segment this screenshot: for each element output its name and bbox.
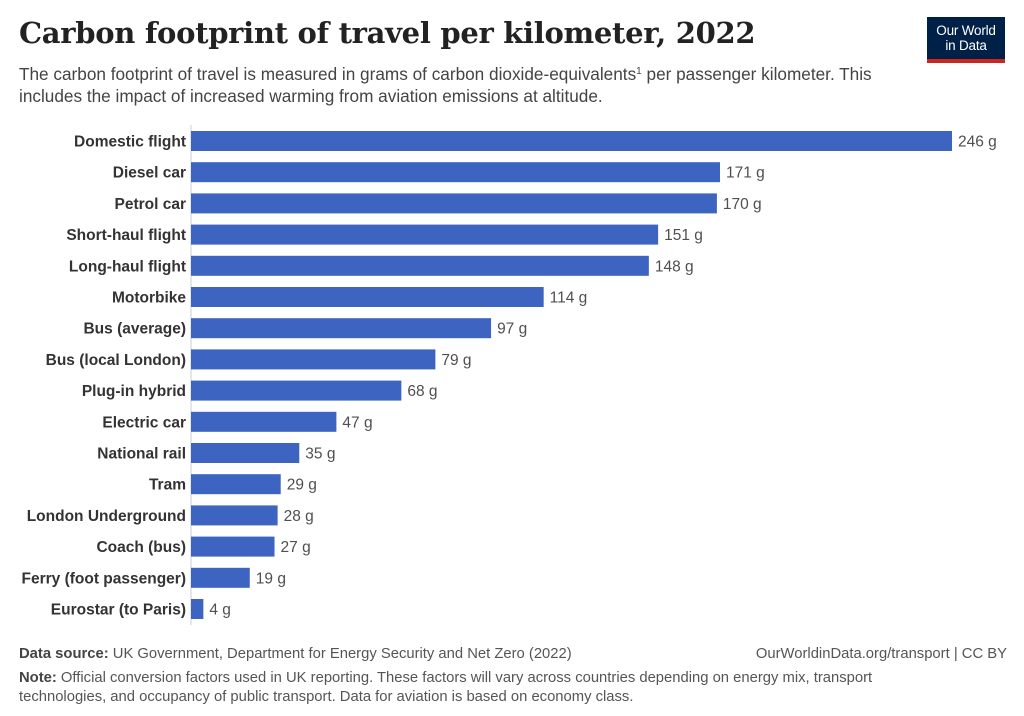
category-label: Diesel car (113, 165, 186, 182)
value-label: 97 g (497, 321, 527, 338)
bar[interactable] (191, 162, 720, 183)
source-text: UK Government, Department for Energy Sec… (108, 646, 572, 662)
bar[interactable] (191, 599, 204, 619)
bar[interactable] (191, 193, 717, 214)
logo-accent-bar (927, 59, 1005, 63)
value-label: 68 g (407, 383, 437, 400)
bar[interactable] (191, 224, 659, 245)
category-label: Bus (local London) (46, 352, 186, 369)
category-label: Coach (bus) (96, 539, 186, 556)
category-label: Ferry (foot passenger) (21, 570, 186, 587)
value-label: 114 g (550, 290, 588, 307)
category-label: Bus (average) (83, 321, 186, 338)
logo-line-1: Our World (936, 23, 996, 38)
note-label: Note: (19, 670, 57, 686)
value-label: 29 g (287, 477, 317, 494)
source-row: Data source: UK Government, Department f… (19, 645, 1007, 664)
category-label: National rail (97, 446, 186, 463)
category-label: Domestic flight (74, 134, 186, 151)
category-label: Eurostar (to Paris) (51, 602, 186, 619)
bar[interactable] (191, 318, 492, 339)
bar[interactable] (191, 287, 544, 307)
value-label: 35 g (305, 446, 335, 463)
owid-logo[interactable]: Our World in Data (927, 17, 1005, 63)
category-label: London Underground (27, 508, 186, 525)
chart-subtitle: The carbon footprint of travel is measur… (19, 63, 909, 107)
chart-title: Carbon footprint of travel per kilometer… (19, 16, 756, 50)
subtitle-rest: per passenger kilometer. This includes t… (19, 64, 872, 106)
bar[interactable] (191, 474, 281, 495)
value-label: 171 g (726, 165, 765, 182)
note-text: Official conversion factors used in UK r… (19, 670, 873, 705)
value-label: 27 g (281, 539, 311, 556)
source-info: Data source: UK Government, Department f… (19, 646, 572, 662)
bar[interactable] (191, 380, 402, 401)
category-label: Motorbike (112, 290, 186, 307)
bar[interactable] (191, 131, 952, 151)
note-row: Note: Official conversion factors used i… (19, 669, 919, 707)
bar-chart: Domestic flight 246 g Diesel car 171 g Petro… (21, 125, 997, 625)
value-label: 246 g (958, 134, 997, 151)
value-label: 4 g (209, 602, 231, 619)
subtitle-main: The carbon footprint of travel is measur… (19, 64, 637, 84)
category-label: Long-haul flight (69, 258, 186, 275)
category-label: Tram (149, 477, 186, 494)
logo-line-2: in Data (945, 38, 987, 53)
value-label: 79 g (441, 352, 471, 369)
bar[interactable] (191, 411, 337, 432)
bar[interactable] (191, 536, 275, 557)
category-label: Electric car (102, 414, 186, 431)
value-label: 19 g (256, 570, 286, 587)
bar[interactable] (191, 349, 436, 370)
value-label: 28 g (284, 508, 314, 525)
category-label: Plug-in hybrid (82, 383, 186, 400)
bar[interactable] (191, 567, 250, 588)
category-label: Short-haul flight (66, 227, 186, 244)
value-label: 170 g (723, 196, 762, 213)
source-link[interactable]: OurWorldinData.org/transport | CC BY (755, 646, 1007, 662)
footnote-marker: 1 (636, 66, 642, 77)
source-label: Data source: (19, 646, 109, 662)
value-label: 47 g (342, 414, 372, 431)
bar[interactable] (191, 255, 649, 276)
category-label: Petrol car (114, 196, 186, 213)
value-label: 151 g (664, 227, 703, 244)
bar[interactable] (191, 505, 278, 526)
bar[interactable] (191, 443, 300, 463)
value-label: 148 g (655, 258, 694, 275)
